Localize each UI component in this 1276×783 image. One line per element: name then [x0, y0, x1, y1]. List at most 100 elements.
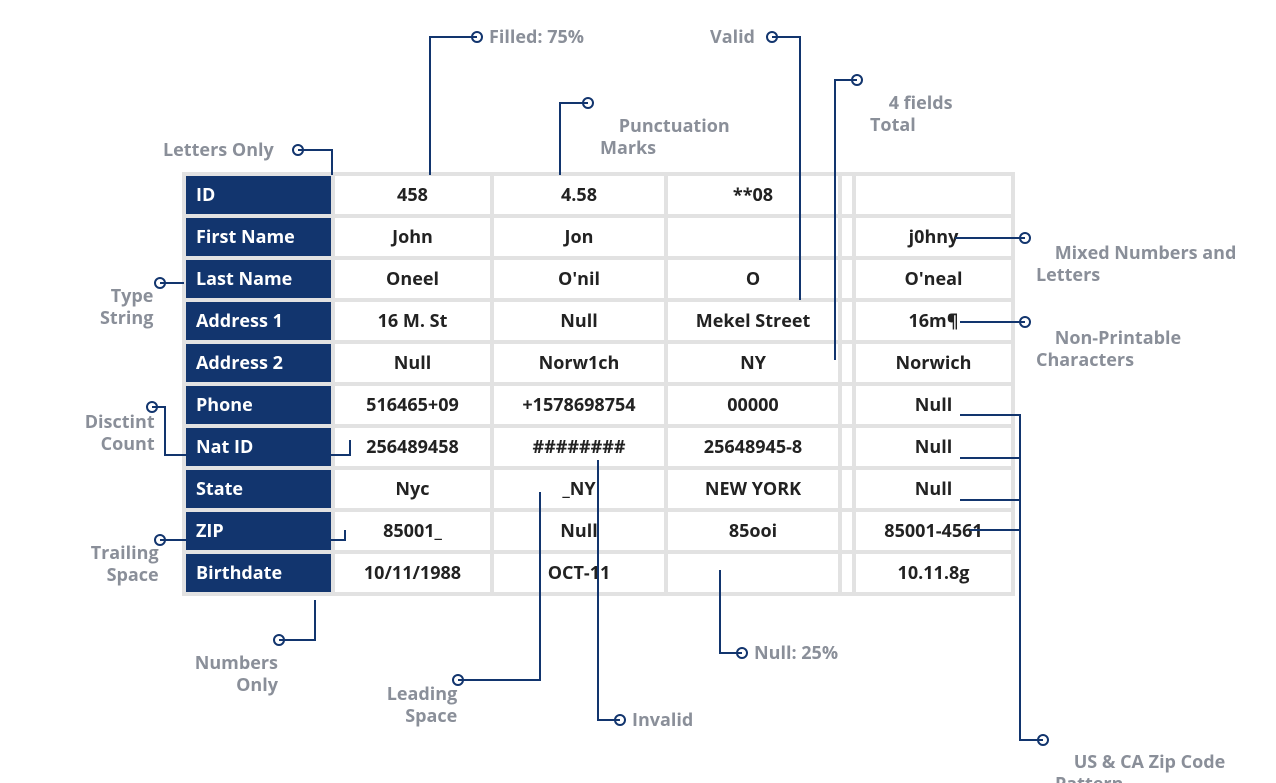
table-cell: Null: [856, 386, 1011, 424]
row-header: Last Name: [186, 260, 331, 298]
table-row: Address 2NullNorw1chNY Norwich: [186, 344, 1011, 382]
table-cell: [842, 176, 852, 214]
table-cell: OCT-11: [494, 554, 664, 592]
table-cell: Null: [856, 470, 1011, 508]
table-cell: +1578698754: [494, 386, 664, 424]
annot-valid: Valid: [710, 26, 755, 49]
row-header: First Name: [186, 218, 331, 256]
annot-text: 4 fields Total: [870, 91, 953, 138]
table-cell: [842, 218, 852, 256]
table-row: Nat ID256489458########25648945-8 Null: [186, 428, 1011, 466]
annot-type-string: Type String: [92, 262, 153, 352]
annot-four-fields: 4 fields Total: [870, 69, 953, 159]
annot-mixed: Mixed Numbers and Letters: [1036, 219, 1236, 309]
table-row: First NameJohnJon j0hny: [186, 218, 1011, 256]
table-cell: O'neal: [856, 260, 1011, 298]
table-cell: Norwich: [856, 344, 1011, 382]
annot-text: Valid: [710, 25, 755, 49]
table-cell: 85001_: [335, 512, 490, 550]
table-cell: [856, 176, 1011, 214]
table-cell: [842, 512, 852, 550]
table-cell: Null: [494, 302, 664, 340]
annot-text: Filled: 75%: [489, 25, 584, 49]
annot-text: Non-Printable Characters: [1036, 326, 1181, 373]
annot-invalid: Invalid: [632, 709, 693, 732]
row-header: Address 2: [186, 344, 331, 382]
table-cell: Null: [856, 428, 1011, 466]
table-cell: 10/11/1988: [335, 554, 490, 592]
table-cell: 16 M. St: [335, 302, 490, 340]
table-cell: Mekel Street: [668, 302, 838, 340]
table-cell: O: [668, 260, 838, 298]
annot-text: Trailing Space: [91, 541, 159, 588]
table-cell: NEW YORK: [668, 470, 838, 508]
table-cell: [842, 428, 852, 466]
annot-text: Leading Space: [387, 682, 458, 729]
table-cell: O'nil: [494, 260, 664, 298]
table-cell: [842, 554, 852, 592]
row-header: Nat ID: [186, 428, 331, 466]
table-row: Address 116 M. StNullMekel Street 16m¶: [186, 302, 1011, 340]
table-cell: [842, 302, 852, 340]
annot-us-ca-zip: US & CA Zip Code Pattern: [1055, 728, 1225, 783]
annot-text: Letters Only: [163, 138, 274, 162]
table-row: Birthdate10/11/1988OCT-11 10.11.8g: [186, 554, 1011, 592]
table-cell: NY: [668, 344, 838, 382]
table-row: StateNyc_NYNEW YORK Null: [186, 470, 1011, 508]
diagram-stage: ID4584.58**08 First NameJohnJon j0hny Last …: [0, 0, 1276, 783]
table-cell: 00000: [668, 386, 838, 424]
annot-letters-only: Letters Only: [163, 139, 274, 162]
table-cell: j0hny: [856, 218, 1011, 256]
annot-text: Null: 25%: [754, 641, 838, 665]
annot-filled-75: Filled: 75%: [489, 26, 584, 49]
table-cell: 25648945-8: [668, 428, 838, 466]
table-cell: 85ooi: [668, 512, 838, 550]
row-header: Address 1: [186, 302, 331, 340]
table-row: ID4584.58**08: [186, 176, 1011, 214]
annot-leading-space: Leading Space: [368, 660, 457, 750]
table-cell: _NY: [494, 470, 664, 508]
annot-punctuation: Punctuation Marks: [600, 92, 730, 182]
annot-text: Numbers Only: [195, 651, 278, 698]
row-header: Phone: [186, 386, 331, 424]
table-cell: ########: [494, 428, 664, 466]
table-cell: Norw1ch: [494, 344, 664, 382]
table-cell: Jon: [494, 218, 664, 256]
table-body: ID4584.58**08 First NameJohnJon j0hny Last …: [186, 176, 1011, 592]
table-cell: 256489458: [335, 428, 490, 466]
annot-numbers-only: Numbers Only: [176, 629, 278, 719]
annot-text: US & CA Zip Code Pattern: [1055, 750, 1225, 783]
annot-distinct-count: Disctint Count: [66, 388, 155, 478]
table-cell: [668, 218, 838, 256]
row-header: State: [186, 470, 331, 508]
table-cell: [842, 386, 852, 424]
annot-text: Invalid: [632, 708, 693, 732]
table-cell: Oneel: [335, 260, 490, 298]
table-cell: 516465+09: [335, 386, 490, 424]
row-header: ID: [186, 176, 331, 214]
table-cell: John: [335, 218, 490, 256]
table-cell: Null: [335, 344, 490, 382]
table-cell: [668, 554, 838, 592]
annot-text: Disctint Count: [85, 410, 155, 457]
table-cell: Nyc: [335, 470, 490, 508]
table-cell: Null: [494, 512, 664, 550]
table-row: Last NameOneelO'nilO O'neal: [186, 260, 1011, 298]
row-header: Birthdate: [186, 554, 331, 592]
table-cell: [842, 470, 852, 508]
table-cell: 458: [335, 176, 490, 214]
data-quality-table: ID4584.58**08 First NameJohnJon j0hny Last …: [182, 172, 1015, 596]
annot-null-25: Null: 25%: [754, 642, 838, 665]
table-cell: 10.11.8g: [856, 554, 1011, 592]
annot-nonprintable: Non-Printable Characters: [1036, 304, 1181, 394]
table-cell: 16m¶: [856, 302, 1011, 340]
annot-text: Punctuation Marks: [600, 114, 730, 161]
annot-trailing-space: Trailing Space: [72, 519, 159, 609]
table-cell: [842, 344, 852, 382]
table-row: ZIP85001_Null85ooi85001-4561: [186, 512, 1011, 550]
table-cell: [842, 260, 852, 298]
row-header: ZIP: [186, 512, 331, 550]
annot-text: Type String: [100, 284, 153, 331]
table-row: Phone516465+09+157869875400000 Null: [186, 386, 1011, 424]
annot-text: Mixed Numbers and Letters: [1036, 241, 1236, 288]
